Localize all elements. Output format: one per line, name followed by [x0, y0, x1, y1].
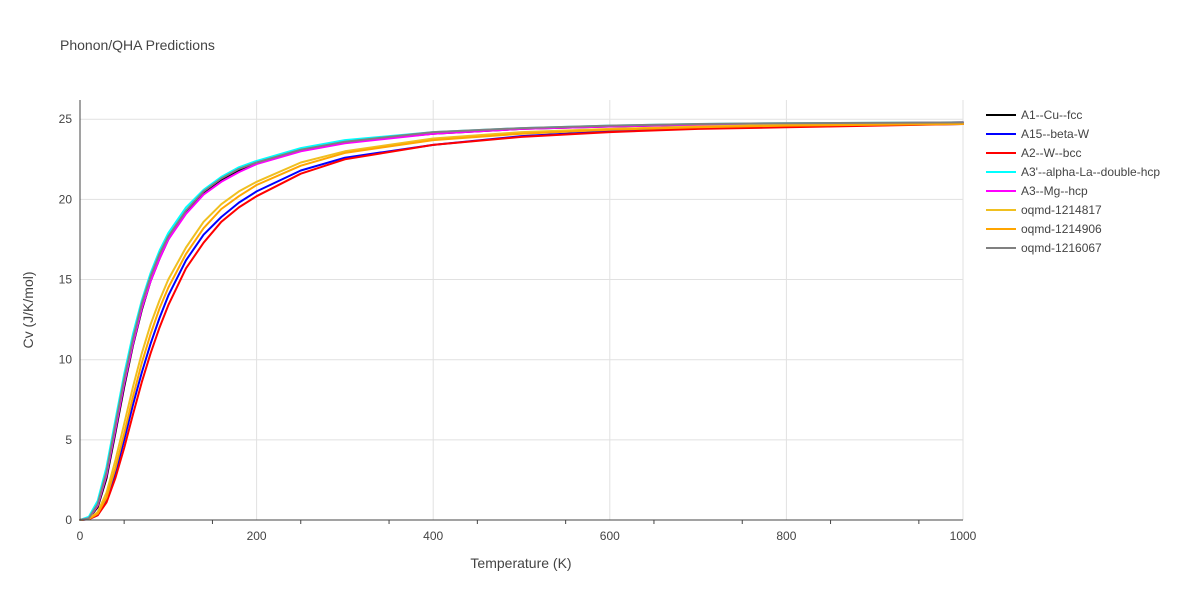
legend-label: A3'--alpha-La--double-hcp — [1021, 165, 1160, 179]
series-layer — [79, 121, 964, 521]
y-tick-label: 25 — [59, 112, 73, 126]
legend-item[interactable]: oqmd-1214906 — [986, 222, 1102, 236]
x-tick-label: 0 — [77, 529, 84, 543]
series-line-6 — [79, 123, 964, 521]
legend-label: oqmd-1214817 — [1021, 203, 1102, 217]
series-line-3 — [79, 121, 964, 521]
x-tick-label: 600 — [600, 529, 620, 543]
axis-layer: 0 200 400 600 800 1000 0 5 10 15 20 25 — [59, 100, 977, 543]
legend-item[interactable]: A15--beta-W — [986, 127, 1090, 141]
legend-label: oqmd-1216067 — [1021, 241, 1102, 255]
series-line-7 — [79, 121, 964, 521]
legend-label: A3--Mg--hcp — [1021, 184, 1088, 198]
legend-item[interactable]: A3'--alpha-La--double-hcp — [986, 165, 1160, 179]
legend-item[interactable]: oqmd-1216067 — [986, 241, 1102, 255]
series-line-4 — [79, 121, 964, 521]
legend-item[interactable]: A3--Mg--hcp — [986, 184, 1088, 198]
grid-layer — [80, 100, 964, 520]
x-axis-title: Temperature (K) — [470, 555, 571, 571]
y-tick-label: 10 — [59, 353, 73, 367]
legend-label: A2--W--bcc — [1021, 146, 1081, 160]
legend-item[interactable]: oqmd-1214817 — [986, 203, 1102, 217]
x-tick-label: 800 — [776, 529, 796, 543]
legend-label: oqmd-1214906 — [1021, 222, 1102, 236]
chart-title: Phonon/QHA Predictions — [60, 37, 215, 53]
series-line-2 — [79, 123, 964, 521]
y-tick-label: 0 — [65, 513, 72, 527]
legend: A1--Cu--fcc A15--beta-W A2--W--bcc A3'--alp… — [986, 108, 1160, 255]
legend-label: A1--Cu--fcc — [1021, 108, 1082, 122]
x-tick-label: 1000 — [950, 529, 977, 543]
series-line-0 — [79, 121, 964, 521]
y-tick-label: 20 — [59, 192, 73, 206]
y-tick-label: 5 — [65, 433, 72, 447]
legend-item[interactable]: A2--W--bcc — [986, 146, 1081, 160]
legend-label: A15--beta-W — [1021, 127, 1090, 141]
x-tick-label: 400 — [423, 529, 443, 543]
y-axis-title: Cv (J/K/mol) — [20, 272, 36, 349]
series-line-5 — [79, 122, 964, 521]
y-tick-label: 15 — [59, 273, 73, 287]
x-tick-label: 200 — [247, 529, 267, 543]
legend-item[interactable]: A1--Cu--fcc — [986, 108, 1082, 122]
